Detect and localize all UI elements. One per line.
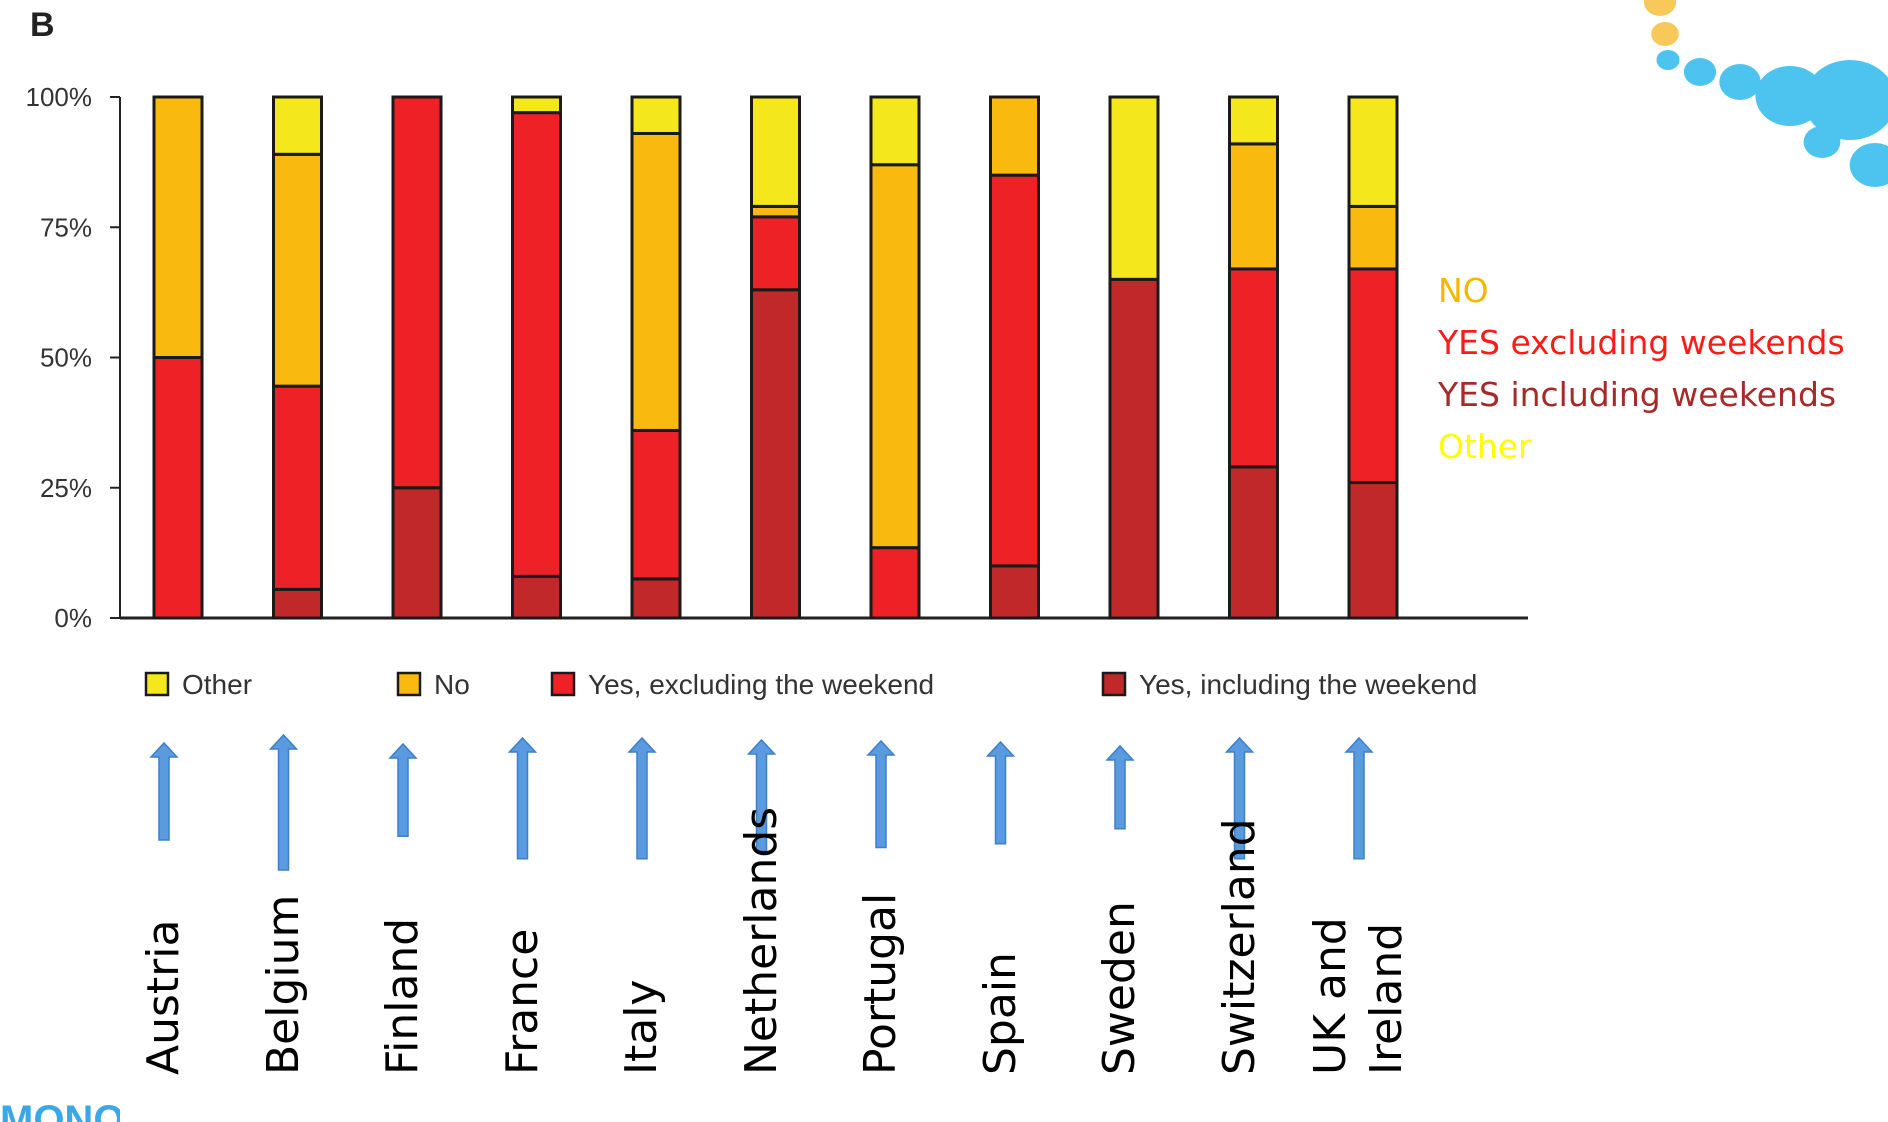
decor-bubble: [1683, 58, 1717, 86]
bar-segment: [1108, 277, 1160, 620]
up-arrow-icon: [149, 741, 179, 841]
bar-segment: [1347, 95, 1399, 208]
annotation-yes-including-weekends: YES including weekends: [1438, 375, 1837, 414]
annotation-yes-excluding-weekends: YES excluding weekends: [1438, 323, 1845, 362]
bar-segment: [750, 95, 801, 208]
up-arrow-icon: [388, 742, 418, 837]
legend-label: Yes, excluding the weekend: [588, 669, 934, 700]
panel-label: B: [30, 6, 55, 44]
legend-swatch: [1101, 671, 1127, 697]
legend-swatch: [396, 671, 422, 697]
bar-segment: [152, 356, 204, 620]
up-arrow-icon: [1224, 736, 1255, 860]
country-label: Belgium: [257, 894, 309, 1075]
bar-segment: [511, 111, 562, 578]
annotation-other: Other: [1438, 427, 1532, 466]
up-arrow-icon: [627, 736, 657, 860]
bar-segment: [272, 587, 323, 620]
country-label: France: [496, 928, 548, 1075]
legend-swatch: [144, 671, 170, 697]
bar-segment: [391, 95, 443, 490]
decor-bubble: [1656, 50, 1680, 70]
decor-bubble: [1643, 0, 1677, 16]
bar-segment: [272, 384, 323, 591]
country-label: Finland: [377, 917, 428, 1075]
bar-segment: [750, 204, 801, 219]
bar-segment: [989, 95, 1040, 177]
bar-segment: [272, 152, 323, 388]
y-tick-label: 100%: [26, 82, 93, 112]
bar-segment: [630, 577, 682, 620]
bar-segment: [750, 288, 801, 620]
bar-segment: [989, 564, 1040, 620]
legend-label: Yes, including the weekend: [1139, 669, 1477, 700]
bar-segment: [989, 173, 1040, 568]
bar-segment: [152, 95, 204, 359]
bar-segment: [630, 428, 682, 581]
up-arrow-icon: [746, 738, 777, 852]
bar-segment: [1108, 95, 1160, 281]
country-label: Italy: [616, 979, 667, 1075]
up-arrow-icon: [268, 733, 299, 871]
bar-segment: [750, 215, 801, 292]
up-arrow-icon: [1105, 744, 1135, 830]
annotation-no: NO: [1438, 271, 1489, 310]
country-label: Spain: [974, 952, 1026, 1075]
legend-swatch: [550, 671, 576, 697]
bar-segment: [1347, 481, 1399, 620]
footer-logo-text: MONOL: [0, 1098, 120, 1122]
country-label: Sweden: [1094, 901, 1145, 1075]
country-label: Netherlands: [735, 806, 787, 1075]
bar-segment: [511, 574, 562, 620]
country-label: Switzerland: [1213, 818, 1265, 1075]
bar-segment: [869, 546, 921, 620]
bar-segment: [869, 95, 921, 167]
decor-bubble: [1651, 22, 1679, 46]
decor-bubble: [1803, 126, 1841, 158]
bar-segment: [630, 131, 682, 432]
bar-segment: [391, 486, 443, 620]
bar-segment: [1347, 204, 1399, 271]
bar-segment: [630, 95, 682, 135]
bar-segment: [1228, 95, 1279, 146]
bar-segment: [272, 95, 323, 156]
decor-bubble: [1719, 64, 1761, 100]
bar-segment: [1228, 267, 1279, 469]
y-tick-label: 0%: [54, 603, 92, 633]
decor-bubble: [1804, 60, 1888, 140]
decor-bubble: [1849, 143, 1888, 187]
country-label: Austria: [138, 919, 189, 1075]
up-arrow-icon: [985, 740, 1016, 845]
legend-label: No: [434, 669, 470, 700]
bar-segment: [1228, 142, 1279, 271]
up-arrow-icon: [1344, 736, 1374, 860]
country-label: UK and Ireland: [1305, 917, 1412, 1075]
legend-label: Other: [182, 669, 252, 700]
country-label: Portugal: [855, 892, 906, 1075]
y-tick-label: 75%: [40, 212, 92, 242]
y-tick-label: 25%: [40, 473, 92, 503]
bar-segment: [1347, 267, 1399, 485]
bar-segment: [869, 163, 921, 550]
bar-segment: [1228, 465, 1279, 620]
bar-segment: [511, 95, 562, 115]
up-arrow-icon: [866, 739, 896, 849]
up-arrow-icon: [507, 736, 538, 860]
y-tick-label: 50%: [40, 343, 92, 373]
